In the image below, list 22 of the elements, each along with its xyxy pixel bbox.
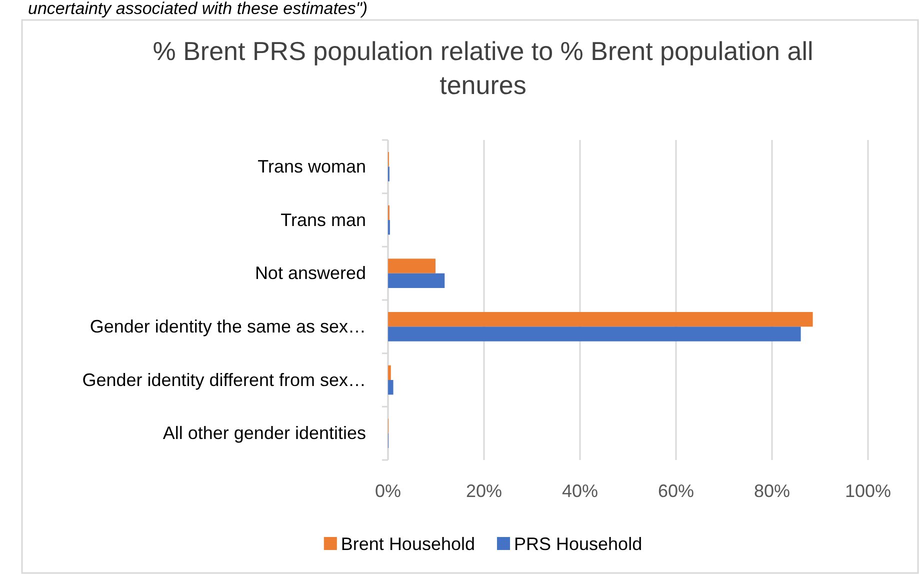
bar: [388, 312, 813, 327]
bar: [388, 380, 394, 395]
y-tick-label: Gender identity the same as sex…: [90, 316, 366, 336]
x-tick-label: 100%: [844, 480, 892, 501]
y-tick-label: Gender identity different from sex…: [82, 370, 366, 390]
x-tick-label: 80%: [754, 480, 790, 501]
x-tick-label: 40%: [562, 480, 598, 501]
text: uncertainty associated with these estimates"): [28, 0, 368, 18]
y-tick-label: All other gender identities: [162, 423, 366, 444]
x-tick-label: 60%: [658, 480, 694, 501]
bar: [388, 273, 445, 288]
bar: [388, 326, 801, 342]
chart-title: % Brent PRS population relative to % Brent population all tenures: [152, 36, 814, 100]
x-tick-label: 0%: [374, 480, 402, 501]
legend-label: Brent Household: [340, 534, 476, 554]
x-tick-label: 20%: [466, 480, 502, 501]
y-tick-label: Trans woman: [258, 156, 366, 176]
bar: [388, 258, 436, 274]
bar: [388, 365, 391, 380]
y-tick-label: Trans man: [280, 210, 366, 230]
y-tick-label: Not answered: [254, 263, 366, 284]
legend-label: PRS Household: [514, 534, 642, 554]
